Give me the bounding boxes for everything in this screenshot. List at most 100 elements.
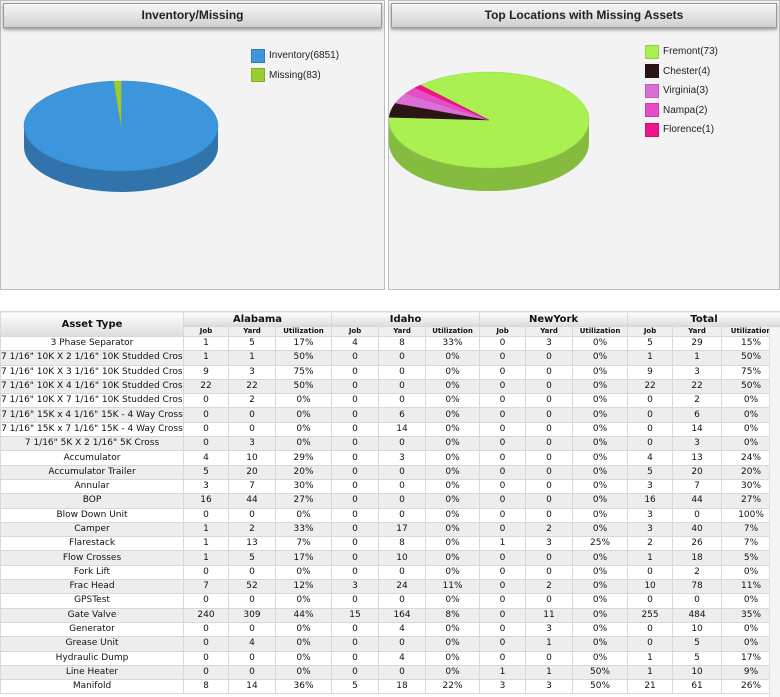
alabama-yard-cell: 4 [228,636,276,652]
newyork-job-header[interactable]: Job [479,326,527,337]
table-row[interactable]: Line Heater 0 0 0% 0 0 0% 1 1 50% 1 10 9% [0,664,780,681]
newyork-yard-cell: 1 [525,664,574,681]
idaho-utilization-cell: 0% [425,378,481,395]
alabama-yard-cell: 10 [228,450,276,466]
group-header-newyork[interactable]: NewYork [479,311,629,327]
newyork-utilization-cell: 0% [572,478,629,495]
locations-slice-florence-1[interactable] [414,84,490,121]
table-row[interactable]: 7 1/16" 10K X 3 1/16" 10K Studded Cross 9… [0,364,780,380]
idaho-job-cell: 0 [331,621,380,638]
table-row[interactable]: 7 1/16" 15K x 4 1/16" 15K - 4 Way Cross 0… [0,407,780,423]
asset-type-cell: Flarestack [0,536,184,552]
table-row[interactable]: 3 Phase Separator 1 5 17% 4 8 33% 0 3 0% 5 29 15% [0,335,780,352]
locations-legend-item-virginia-3[interactable]: Virginia(3) [645,81,718,101]
table-row[interactable]: Flarestack 1 13 7% 0 8 0% 1 3 25% 2 26 7% [0,536,780,552]
table-row[interactable]: Grease Unit 0 4 0% 0 0 0% 0 1 0% 0 5 0% [0,636,780,652]
table-row[interactable]: Accumulator Trailer 5 20 20% 0 0 0% 0 0 0% 5 20 20% [0,464,780,480]
group-header-total[interactable]: Total [627,311,780,327]
table-row[interactable]: Hydraulic Dump 0 0 0% 0 4 0% 0 0 0% 1 5 17% [0,650,780,666]
table-row[interactable]: Generator 0 0 0% 0 4 0% 0 3 0% 0 10 0% [0,621,780,638]
idaho-utilization-cell: 0% [425,436,481,452]
table-row[interactable]: Blow Down Unit 0 0 0% 0 0 0% 0 0 0% 3 0 100% [0,507,780,523]
newyork-job-cell: 0 [479,621,527,638]
inventory-legend-item-inventory-6851[interactable]: Inventory(6851) [251,46,339,66]
total-job-header[interactable]: Job [627,326,674,337]
total-yard-header[interactable]: Yard [672,326,723,337]
table-row[interactable]: Accumulator 4 10 29% 0 3 0% 0 0 0% 4 13 24% [0,450,780,466]
table-row[interactable]: 7 1/16" 10K X 2 1/16" 10K Studded Cross 1… [0,350,780,366]
table-row[interactable]: Gate Valve 240 309 44% 15 164 8% 0 11 0% 255 484 35% [0,607,780,623]
alabama-job-cell: 7 [183,579,229,595]
total-job-cell: 0 [627,593,674,609]
total-yard-cell: 484 [672,607,723,623]
total-yard-cell: 44 [672,493,723,509]
alabama-utilization-cell: 50% [274,350,333,366]
table-row[interactable]: 7 1/16" 10K X 7 1/16" 10K Studded Cross 0… [0,393,780,409]
newyork-job-cell: 0 [479,478,527,495]
newyork-job-cell: 0 [479,335,527,352]
idaho-job-cell: 0 [331,550,380,566]
newyork-utilization-header[interactable]: Utilization [572,326,629,337]
total-job-cell: 0 [627,621,674,638]
newyork-yard-cell: 0 [525,407,574,423]
idaho-yard-cell: 0 [378,507,427,523]
idaho-yard-cell: 0 [378,364,427,380]
newyork-yard-header[interactable]: Yard [525,326,574,337]
inventory-slice-missing-83[interactable] [113,80,122,127]
table-row[interactable]: BOP 16 44 27% 0 0 0% 0 0 0% 16 44 27% [0,493,780,509]
idaho-job-cell: 0 [331,436,380,452]
table-row[interactable]: Manifold 8 14 36% 5 18 22% 3 3 50% 21 61 26% [0,679,780,695]
newyork-utilization-cell: 0% [572,350,629,366]
table-row[interactable]: Fork Lift 0 0 0% 0 0 0% 0 0 0% 0 2 0% [0,564,780,581]
newyork-utilization-cell: 0% [572,621,629,638]
table-row[interactable]: Annular 3 7 30% 0 0 0% 0 0 0% 3 7 30% [0,478,780,495]
asset-type-cell: 7 1/16" 5K X 2 1/16" 5K Cross [0,436,184,452]
idaho-yard-cell: 10 [378,550,427,566]
newyork-yard-cell: 1 [525,636,574,652]
inventory-missing-title: Inventory/Missing [3,3,382,28]
idaho-yard-header[interactable]: Yard [378,326,427,337]
asset-type-header[interactable]: Asset Type [0,311,184,337]
table-row[interactable]: 7 1/16" 15K x 7 1/16" 15K - 4 Way Cross 0… [0,421,780,438]
newyork-job-cell: 0 [479,421,527,438]
alabama-utilization-header[interactable]: Utilization [274,326,333,337]
alabama-job-cell: 0 [183,650,229,666]
newyork-job-cell: 0 [479,607,527,623]
idaho-utilization-cell: 0% [425,450,481,466]
alabama-utilization-cell: 30% [274,478,333,495]
total-job-cell: 0 [627,421,674,438]
locations-legend-item-florence-1[interactable]: Florence(1) [645,120,718,140]
idaho-yard-cell: 8 [378,536,427,552]
locations-legend-item-nampa-2[interactable]: Nampa(2) [645,101,718,121]
idaho-yard-cell: 0 [378,593,427,609]
group-header-idaho[interactable]: Idaho [331,311,481,327]
idaho-yard-cell: 8 [378,335,427,352]
inventory-legend-item-missing-83[interactable]: Missing(83) [251,66,339,86]
total-yard-cell: 5 [672,650,723,666]
asset-type-cell: 7 1/16" 10K X 2 1/16" 10K Studded Cross [0,350,184,366]
table-row[interactable]: Camper 1 2 33% 0 17 0% 0 2 0% 3 40 7% [0,521,780,538]
table-row[interactable]: 7 1/16" 5K X 2 1/16" 5K Cross 0 3 0% 0 0 0% 0 0 0… [0,436,780,452]
locations-legend-item-chester-4[interactable]: Chester(4) [645,62,718,82]
alabama-job-cell: 1 [183,335,229,352]
alabama-job-cell: 1 [183,550,229,566]
inventory-legend: Inventory(6851) Missing(83) [251,46,339,85]
alabama-job-header[interactable]: Job [183,326,229,337]
locations-legend-item-fremont-73[interactable]: Fremont(73) [645,42,718,62]
table-row[interactable]: GPSTest 0 0 0% 0 0 0% 0 0 0% 0 0 0% [0,593,780,609]
table-row[interactable]: Frac Head 7 52 12% 3 24 11% 0 2 0% 10 78 11% [0,579,780,595]
grid-scrollbar[interactable] [769,328,780,697]
group-header-alabama[interactable]: Alabama [182,311,333,327]
table-row[interactable]: Flow Crosses 1 5 17% 0 10 0% 0 0 0% 1 18 5% [0,550,780,566]
alabama-yard-cell: 2 [228,521,276,538]
idaho-job-header[interactable]: Job [331,326,380,337]
alabama-yard-cell: 52 [228,579,276,595]
alabama-job-cell: 22 [183,378,229,395]
asset-type-cell: 7 1/16" 15K x 4 1/16" 15K - 4 Way Cross [0,407,184,423]
idaho-utilization-header[interactable]: Utilization [425,326,481,337]
alabama-yard-header[interactable]: Yard [228,326,276,337]
asset-type-cell: 7 1/16" 10K X 4 1/16" 10K Studded Cross [0,378,184,395]
table-row[interactable]: 7 1/16" 10K X 4 1/16" 10K Studded Cross 2… [0,378,780,395]
idaho-job-cell: 0 [331,593,380,609]
total-yard-cell: 2 [672,564,723,581]
